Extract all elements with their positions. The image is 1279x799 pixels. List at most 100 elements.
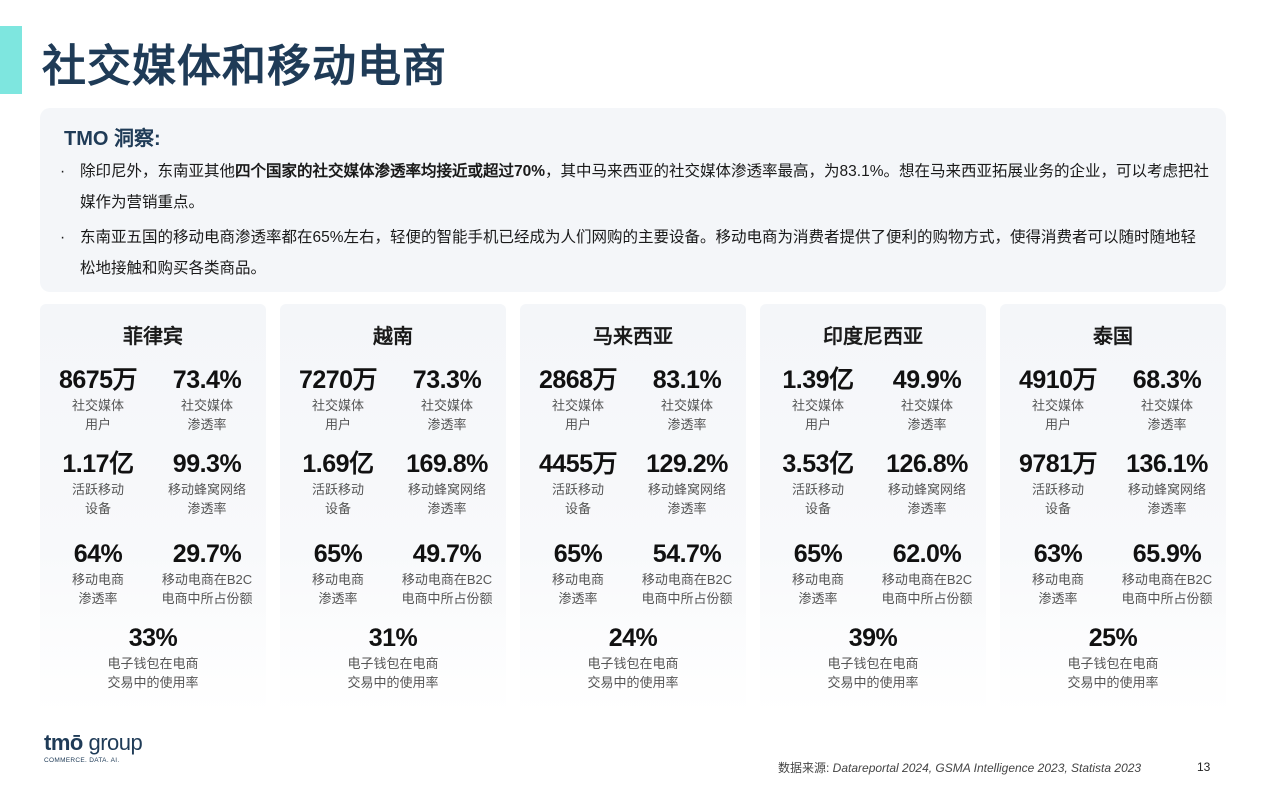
stat-social-pen: 73.3% 社交媒体 渗透率 [380, 364, 514, 434]
stat-label: 社交媒体 用户 [1031, 398, 1084, 432]
stat-social-users: 2868万社交媒体 用户 [520, 364, 636, 434]
stat-value: 169.8% [406, 450, 488, 478]
country-card: 泰国 4910万 社交媒体 用户 68.3% 社交媒体 渗透率 9781万 活跃移动 设备 1… [1000, 304, 1226, 714]
stat-value: 9781万 [1018, 450, 1098, 478]
stat-cellular-pen: 136.1% 移动蜂窝网络 渗透率 [1100, 448, 1234, 518]
stat-mcommerce-share: 62.0% 移动电商在B2C 电商中所占份额 [860, 538, 994, 608]
stat-value: 4910万 [1018, 366, 1098, 394]
stat-label: 社交媒体 渗透率 [660, 398, 713, 432]
stat-label: 活跃移动 设备 [71, 482, 124, 516]
stat-cellular-pen: 129.2% 移动蜂窝网络 渗透率 [620, 448, 754, 518]
insight-item: · 除印尼外，东南亚其他四个国家的社交媒体渗透率均接近或超过70%，其中马来西亚… [60, 156, 1210, 218]
logo-group: group [88, 730, 143, 755]
stat-value: 63% [1033, 540, 1083, 568]
stat-value: 129.2% [646, 450, 728, 478]
stat-label: 移动蜂窝网络 渗透率 [1127, 482, 1206, 516]
country-card: 菲律宾 8675万 社交媒体 用户 73.4% 社交媒体 渗透率 1.17亿 活跃移动 设备… [40, 304, 266, 714]
title-accent-bar [0, 26, 22, 94]
stat-active-devices: 9781万 活跃移动 设备 [1000, 448, 1116, 518]
stat-label: 社交媒体 渗透率 [180, 398, 233, 432]
logo-tagline: COMMERCE. DATA. AI. [44, 757, 120, 764]
stat-label: 社交媒体 用户 [311, 398, 364, 432]
stat-social-users: 8675万 社交媒体 用户 [40, 364, 156, 434]
stat-value: 65% [313, 540, 363, 568]
stat-social-pen: 68.3% 社交媒体 渗透率 [1100, 364, 1234, 434]
stat-label: 移动电商 渗透率 [551, 572, 604, 606]
logo-wordmark: tmō group [44, 730, 143, 756]
insight-text-post: ，其中马来西亚的社交媒体渗透率最高，为83.1%。想在马来西亚拓展业务的企业，可… [80, 163, 1209, 211]
stat-value: 136.1% [1126, 450, 1208, 478]
stat-social-users: 7270万 社交媒体 用户 [280, 364, 396, 434]
stat-mcommerce-pen: 65% 移动电商 渗透率 [760, 538, 876, 608]
page-number: 13 [1197, 760, 1211, 774]
stat-value: 65.9% [1132, 540, 1202, 568]
stat-label: 移动电商在B2C 电商中所占份额 [881, 572, 973, 606]
stat-cellular-pen: 126.8% 移动蜂窝网络 渗透率 [860, 448, 994, 518]
stat-value: 25% [1088, 624, 1138, 652]
stat-label: 活跃移动 设备 [311, 482, 364, 516]
stat-label: 移动电商 渗透率 [311, 572, 364, 606]
stat-label: 电子钱包在电商 交易中的使用率 [1067, 656, 1159, 690]
stat-label: 电子钱包在电商 交易中的使用率 [827, 656, 919, 690]
data-source: 数据来源: Datareportal 2024, GSMA Intelligen… [778, 759, 1141, 776]
country-card: 印度尼西亚 1.39亿 社交媒体 用户 49.9% 社交媒体 渗透率 3.53亿 活跃移动 … [760, 304, 986, 714]
stat-mcommerce-share: 49.7% 移动电商在B2C 电商中所占份额 [380, 538, 514, 608]
stat-label: 社交媒体 用户 [551, 398, 604, 432]
stat-active-devices: 1.69亿 活跃移动 设备 [280, 448, 396, 518]
stat-value: 126.8% [886, 450, 968, 478]
tmo-group-logo: tmō group COMMERCE. DATA. AI. [44, 730, 143, 764]
stat-label: 移动蜂窝网络 渗透率 [887, 482, 966, 516]
insight-item: · 东南亚五国的移动电商渗透率都在65%左右，轻便的智能手机已经成为人们网购的主… [60, 222, 1210, 284]
stat-mcommerce-pen: 65% 移动电商 渗透率 [280, 538, 396, 608]
stat-label: 电子钱包在电商 交易中的使用率 [587, 656, 679, 690]
stat-value: 99.3% [172, 450, 242, 478]
stat-label: 移动电商在B2C 电商中所占份额 [641, 572, 733, 606]
stat-value: 24% [608, 624, 658, 652]
stat-ewallet: 39% 电子钱包在电商 交易中的使用率 [760, 622, 986, 692]
stat-value: 1.39亿 [782, 366, 854, 394]
country-name: 印度尼西亚 [823, 326, 923, 348]
stat-social-users: 4910万社交媒体 用户 [1000, 364, 1116, 434]
stat-value: 29.7% [172, 540, 242, 568]
stat-value: 33% [128, 624, 178, 652]
stat-value: 49.7% [412, 540, 482, 568]
stat-ewallet: 24% 电子钱包在电商 交易中的使用率 [520, 622, 746, 692]
country-name: 马来西亚 [593, 326, 673, 348]
stat-mcommerce-pen: 63% 移动电商 渗透率 [1000, 538, 1116, 608]
page-title: 社交媒体和移动电商 [42, 42, 447, 91]
country-card: 马来西亚 2868万 社交媒体 用户 83.1% 社交媒体 渗透率 4455万 活跃移动 设… [520, 304, 746, 714]
stat-mcommerce-share: 29.7% 移动电商在B2C 电商中所占份额 [140, 538, 274, 608]
stat-value: 64% [73, 540, 123, 568]
stat-value: 49.9% [892, 366, 962, 394]
source-text: Datareportal 2024, GSMA Intelligence 202… [829, 761, 1142, 775]
stat-cellular-pen: 169.8% 移动蜂窝网络 渗透率 [380, 448, 514, 518]
insight-box: TMO 洞察: · 除印尼外，东南亚其他四个国家的社交媒体渗透率均接近或超过70… [40, 108, 1226, 292]
stat-label: 活跃移动 设备 [791, 482, 844, 516]
stat-value: 83.1% [652, 366, 722, 394]
stat-label: 社交媒体 渗透率 [420, 398, 473, 432]
insight-heading: TMO 洞察: [64, 128, 161, 150]
stat-label: 电子钱包在电商 交易中的使用率 [107, 656, 199, 690]
stat-label: 移动蜂窝网络 渗透率 [407, 482, 486, 516]
stat-social-users: 1.39亿社交媒体 用户 [760, 364, 876, 434]
stat-label: 社交媒体 用户 [791, 398, 844, 432]
stat-value: 1.17亿 [62, 450, 134, 478]
stat-value: 31% [368, 624, 418, 652]
stat-value: 2868万 [538, 366, 618, 394]
insight-text-bold: 四个国家的社交媒体渗透率均接近或超过70% [235, 163, 546, 180]
country-cards: 菲律宾 8675万 社交媒体 用户 73.4% 社交媒体 渗透率 1.17亿 活跃移动 设备… [40, 304, 1226, 714]
stat-value: 4455万 [538, 450, 618, 478]
stat-label: 移动电商 渗透率 [71, 572, 124, 606]
bullet: · [60, 229, 66, 246]
stat-social-pen: 73.4% 社交媒体 渗透率 [140, 364, 274, 434]
stat-ewallet: 33% 电子钱包在电商 交易中的使用率 [40, 622, 266, 692]
stat-label: 移动电商在B2C 电商中所占份额 [161, 572, 253, 606]
stat-ewallet: 25% 电子钱包在电商 交易中的使用率 [1000, 622, 1226, 692]
insight-text-pre: 东南亚五国的移动电商渗透率都在65%左右，轻便的智能手机已经成为人们网购的主要设… [80, 229, 1197, 277]
stat-social-pen: 49.9% 社交媒体 渗透率 [860, 364, 994, 434]
stat-value: 65% [793, 540, 843, 568]
stat-value: 73.3% [412, 366, 482, 394]
bullet: · [60, 163, 66, 180]
stat-label: 移动蜂窝网络 渗透率 [647, 482, 726, 516]
stat-value: 54.7% [652, 540, 722, 568]
